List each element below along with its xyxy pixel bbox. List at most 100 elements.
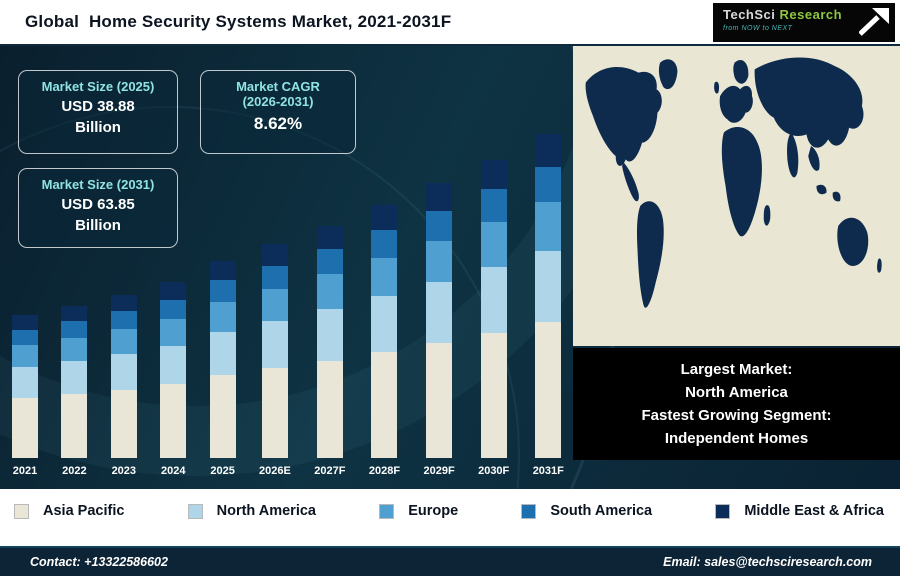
bar-segment-asia-pacific bbox=[426, 342, 453, 458]
legend-item: Asia Pacific bbox=[14, 503, 124, 519]
bar-stack bbox=[535, 134, 562, 458]
market-size-2025-heading: Market Size (2025) bbox=[41, 79, 155, 94]
legend-swatch bbox=[14, 503, 29, 519]
bar-column: 2026E bbox=[259, 244, 291, 477]
header: Global Home Security Systems Market, 202… bbox=[0, 0, 900, 46]
legend-swatch bbox=[379, 503, 395, 519]
bar-segment-north-america bbox=[261, 321, 288, 369]
market-size-2025-box: Market Size (2025) USD 38.88 Billion bbox=[18, 70, 178, 154]
market-cagr-heading2: (2026-2031) bbox=[242, 94, 314, 109]
legend-item: Middle East & Africa bbox=[715, 503, 884, 519]
bar-segment-north-america bbox=[61, 360, 88, 394]
bar-segment-europe bbox=[535, 202, 562, 251]
bar-segment-asia-pacific bbox=[316, 360, 343, 458]
bar-segment-south-america bbox=[480, 189, 507, 223]
bar-segment-south-america bbox=[12, 329, 38, 346]
legend-label: Europe bbox=[408, 503, 459, 519]
bar-segment-europe bbox=[426, 241, 453, 283]
x-axis-label: 2023 bbox=[111, 465, 137, 477]
bar-column: 2028F bbox=[368, 204, 401, 477]
x-axis-label: 2028F bbox=[368, 465, 401, 477]
legend-label: Middle East & Africa bbox=[744, 503, 884, 519]
bar-segment-europe bbox=[371, 258, 398, 297]
bar-segment-middle-east-africa bbox=[12, 315, 38, 330]
bar-stack bbox=[371, 204, 398, 458]
bar-column: 2024 bbox=[160, 282, 187, 477]
continents bbox=[585, 57, 882, 308]
bar-segment-middle-east-africa bbox=[535, 134, 562, 167]
market-size-2031-unit: Billion bbox=[75, 217, 121, 234]
caption-line-4: Independent Homes bbox=[664, 430, 809, 447]
bar-column: 2025 bbox=[209, 260, 236, 477]
bar-stack bbox=[61, 305, 88, 458]
bar-segment-asia-pacific bbox=[535, 322, 562, 458]
bar-segment-north-america bbox=[480, 267, 507, 333]
logo-brand: TechSci Research bbox=[723, 7, 887, 22]
chart-legend: Asia Pacific North America Europe South Ame… bbox=[0, 489, 900, 546]
bar-stack bbox=[209, 260, 236, 458]
bar-segment-north-america bbox=[316, 309, 343, 361]
bar-segment-europe bbox=[110, 329, 137, 354]
page-title: Global Home Security Systems Market, 202… bbox=[25, 12, 452, 31]
footer-email: Email: sales@techsciresearch.com bbox=[663, 555, 872, 569]
legend-swatch bbox=[521, 503, 537, 519]
x-axis-label: 2024 bbox=[160, 465, 186, 477]
bar-segment-middle-east-africa bbox=[261, 244, 288, 266]
bar-segment-europe bbox=[261, 289, 288, 322]
bar-segment-europe bbox=[316, 274, 343, 310]
bar-segment-north-america bbox=[426, 282, 453, 343]
bar-segment-europe bbox=[209, 302, 236, 332]
x-axis-label: 2029F bbox=[423, 465, 455, 477]
legend-item: Europe bbox=[379, 503, 458, 519]
market-size-2031-value: USD 63.85 bbox=[61, 196, 135, 213]
bar-stack bbox=[110, 295, 137, 458]
caption-line-3: Fastest Growing Segment: bbox=[641, 407, 832, 424]
market-size-2031-heading: Market Size (2031) bbox=[41, 177, 155, 192]
legend-label: Asia Pacific bbox=[43, 503, 125, 519]
bar-segment-europe bbox=[12, 345, 38, 367]
bar-segment-south-america bbox=[261, 265, 288, 290]
caption-line-1: Largest Market: bbox=[680, 361, 793, 378]
bar-segment-north-america bbox=[209, 331, 236, 376]
bar-segment-asia-pacific bbox=[371, 351, 398, 458]
market-size-2025-value: USD 38.88 bbox=[61, 98, 135, 115]
x-axis-label: 2031F bbox=[532, 465, 564, 477]
legend-item: South America bbox=[521, 503, 652, 519]
bar-stack bbox=[480, 159, 507, 458]
bar-segment-middle-east-africa bbox=[209, 260, 236, 281]
market-cagr-value: 8.62% bbox=[253, 114, 303, 133]
caption-line-2: North America bbox=[685, 384, 788, 401]
bar-column: 2022 bbox=[61, 305, 88, 477]
x-axis-label: 2030F bbox=[478, 465, 510, 477]
legend-swatch bbox=[187, 503, 203, 519]
bar-segment-europe bbox=[61, 337, 88, 361]
bar-column: 2023 bbox=[110, 295, 137, 477]
bar-segment-asia-pacific bbox=[61, 394, 88, 458]
bar-segment-europe bbox=[160, 319, 187, 346]
bar-segment-europe bbox=[480, 222, 507, 268]
bar-column: 2030F bbox=[478, 159, 510, 477]
logo-tagline: from NOW to NEXT bbox=[723, 25, 793, 32]
market-cagr-heading: Market CAGR bbox=[236, 79, 320, 94]
legend-label: North America bbox=[216, 503, 316, 519]
bar-segment-middle-east-africa bbox=[316, 225, 343, 249]
market-cagr-box: Market CAGR (2026-2031) 8.62% bbox=[200, 70, 356, 154]
bar-segment-north-america bbox=[110, 353, 137, 390]
bar-segment-south-america bbox=[160, 300, 187, 320]
bar-stack bbox=[12, 315, 38, 458]
bar-segment-asia-pacific bbox=[12, 398, 38, 458]
bar-segment-asia-pacific bbox=[261, 368, 288, 458]
bar-segment-asia-pacific bbox=[110, 389, 137, 458]
bar-segment-middle-east-africa bbox=[371, 204, 398, 231]
bar-segment-south-america bbox=[61, 320, 88, 338]
bar-segment-north-america bbox=[371, 296, 398, 352]
bar-segment-north-america bbox=[160, 345, 187, 385]
legend-item: North America bbox=[187, 503, 316, 519]
bar-segment-north-america bbox=[535, 250, 562, 322]
bar-stack bbox=[261, 244, 288, 458]
stacked-bar-chart: 2021 2022 2023 2024 2025 2026E 2027F 2028F 2029F… bbox=[12, 134, 564, 477]
bar-segment-south-america bbox=[535, 166, 562, 203]
bar-segment-north-america bbox=[12, 366, 38, 399]
x-axis-label: 2025 bbox=[210, 465, 235, 477]
